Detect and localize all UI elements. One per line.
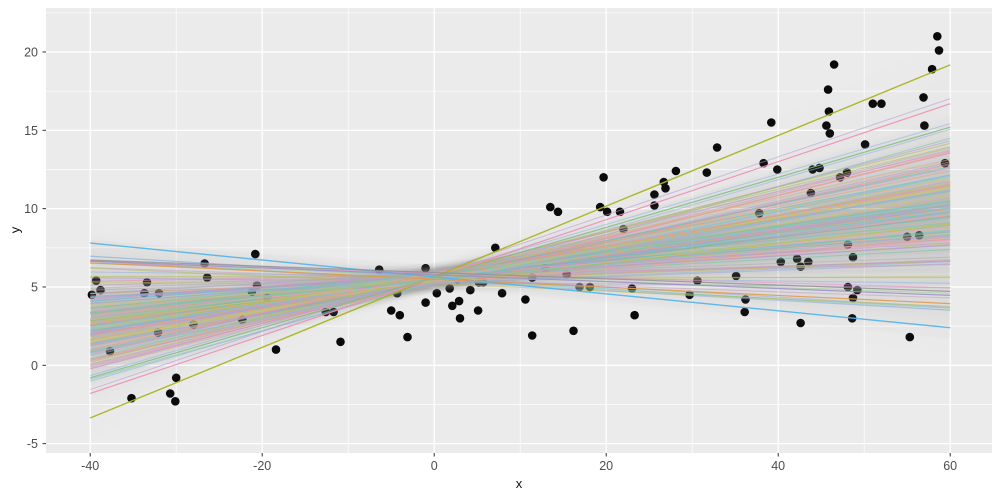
fit-line bbox=[90, 201, 951, 331]
y-tick-label: 5 bbox=[31, 280, 38, 294]
fit-line bbox=[90, 263, 951, 297]
fit-line-highlight bbox=[90, 242, 951, 329]
x-tick-label: -40 bbox=[81, 459, 99, 473]
fit-line bbox=[90, 230, 951, 314]
data-point bbox=[569, 326, 578, 336]
data-point bbox=[445, 284, 455, 293]
fit-line bbox=[90, 152, 951, 365]
x-tick-label: -20 bbox=[253, 459, 271, 473]
data-point bbox=[497, 288, 507, 298]
data-point bbox=[823, 85, 833, 94]
x-tick-label: 40 bbox=[771, 459, 785, 473]
data-point bbox=[877, 99, 886, 108]
data-point bbox=[848, 293, 858, 303]
data-point bbox=[473, 306, 483, 315]
data-point bbox=[868, 99, 878, 108]
data-point bbox=[630, 310, 639, 320]
data-point bbox=[860, 140, 870, 149]
data-point bbox=[702, 168, 712, 177]
data-point bbox=[919, 93, 928, 102]
data-point bbox=[202, 273, 212, 282]
data-point bbox=[773, 165, 782, 174]
data-point bbox=[650, 190, 659, 199]
data-point bbox=[712, 143, 722, 152]
fit-line-highlight bbox=[89, 64, 951, 419]
fit-line bbox=[90, 178, 951, 337]
data-point bbox=[421, 298, 430, 307]
data-point bbox=[767, 118, 776, 127]
data-point bbox=[271, 345, 281, 354]
data-point bbox=[671, 166, 681, 176]
y-tick-label: -5 bbox=[27, 437, 38, 451]
data-point bbox=[934, 46, 944, 55]
fit-line bbox=[90, 222, 951, 309]
x-tick-label: 0 bbox=[431, 459, 438, 473]
data-point bbox=[822, 121, 831, 130]
y-tick-label: 10 bbox=[24, 202, 38, 216]
fit-line bbox=[90, 98, 951, 391]
fit-line-highlight bbox=[90, 103, 951, 395]
data-point bbox=[165, 389, 175, 398]
data-point bbox=[432, 288, 442, 298]
data-point bbox=[466, 285, 475, 295]
data-point bbox=[251, 249, 260, 259]
data-point bbox=[825, 129, 835, 138]
data-point bbox=[546, 202, 555, 212]
fit-line-highlight bbox=[90, 260, 951, 296]
data-point bbox=[740, 307, 749, 317]
data-point bbox=[521, 295, 530, 304]
data-point bbox=[336, 337, 345, 347]
fit-line-highlight bbox=[90, 126, 951, 379]
data-point bbox=[454, 296, 464, 306]
y-tick-label: 20 bbox=[24, 45, 38, 59]
x-axis-title: x bbox=[515, 476, 523, 491]
data-point bbox=[553, 207, 563, 217]
fit-line bbox=[90, 190, 951, 337]
data-point bbox=[829, 60, 839, 69]
data-point bbox=[403, 332, 412, 342]
y-tick-label: 0 bbox=[31, 359, 38, 373]
y-axis-title: y bbox=[7, 226, 23, 234]
data-point bbox=[650, 201, 659, 210]
data-point bbox=[796, 318, 805, 328]
fit-line-highlight bbox=[90, 259, 951, 292]
data-point bbox=[920, 121, 929, 130]
data-point bbox=[905, 332, 915, 342]
y-tick-label: 15 bbox=[24, 124, 38, 138]
data-point bbox=[171, 397, 180, 406]
x-tick-label: 20 bbox=[599, 459, 613, 473]
data-point bbox=[599, 173, 608, 182]
fit-line bbox=[90, 276, 951, 279]
data-point bbox=[527, 331, 537, 340]
data-point bbox=[421, 263, 430, 273]
data-point bbox=[171, 373, 181, 383]
fit-line bbox=[90, 215, 951, 321]
fit-line bbox=[90, 158, 951, 351]
fit-line bbox=[90, 147, 951, 366]
data-point bbox=[776, 257, 786, 267]
data-point bbox=[455, 314, 465, 323]
fit-line bbox=[90, 123, 951, 377]
data-point bbox=[386, 306, 396, 315]
data-point bbox=[448, 301, 457, 311]
fit-line-highlight bbox=[90, 262, 951, 305]
data-point bbox=[933, 32, 942, 41]
x-tick-label: 60 bbox=[943, 459, 957, 473]
data-point bbox=[792, 254, 802, 264]
fit-line bbox=[90, 185, 951, 344]
data-point bbox=[395, 310, 405, 320]
fit-line bbox=[90, 267, 951, 307]
data-point bbox=[491, 243, 500, 253]
